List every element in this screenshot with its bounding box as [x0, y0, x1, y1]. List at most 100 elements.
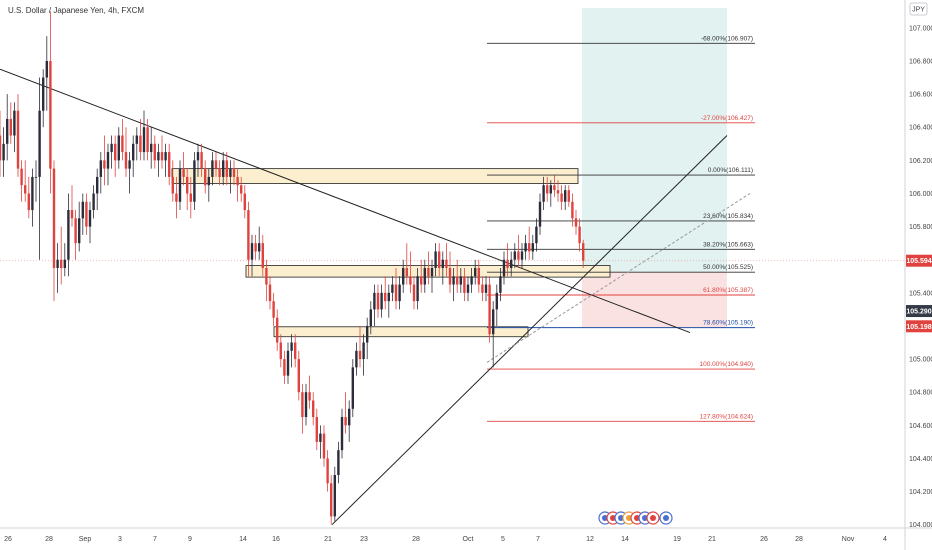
- x-tick-label: 21: [324, 536, 332, 543]
- candle-body: [531, 243, 534, 252]
- candle: [63, 243, 66, 277]
- fibonacci-retracement[interactable]: -68.00%(106.907) -27.00%(106.427) 0.00%(10…: [487, 35, 755, 422]
- trendline[interactable]: [331, 135, 728, 526]
- candle-body: [146, 127, 149, 153]
- candle: [517, 234, 520, 268]
- candle: [582, 239, 585, 268]
- candle: [394, 268, 398, 310]
- candle-body: [31, 176, 34, 211]
- candle-body: [6, 118, 9, 144]
- candle-body: [157, 152, 160, 161]
- price-badge: [906, 254, 932, 267]
- y-tick-label: 105.800: [909, 224, 932, 231]
- candle-body: [218, 168, 221, 177]
- candle-body: [45, 60, 48, 78]
- candle-body: [164, 152, 167, 161]
- stop-zone[interactable]: [582, 272, 727, 328]
- y-tick-label: 105.000: [909, 357, 932, 364]
- candle: [276, 309, 279, 351]
- candle: [524, 234, 527, 260]
- currency-badge[interactable]: JPY: [909, 2, 928, 16]
- candle-body: [193, 160, 196, 202]
- candle: [535, 218, 538, 252]
- candle-body: [506, 259, 509, 268]
- candle-body: [204, 168, 207, 186]
- candle-body: [88, 210, 92, 227]
- candle: [481, 276, 484, 302]
- candle: [459, 268, 462, 293]
- price-badges: 105.594 105.290 105.198: [906, 254, 932, 333]
- candle: [348, 400, 351, 442]
- zone-rectangle[interactable]: [171, 168, 579, 184]
- price-badge: [906, 320, 932, 333]
- fib-level-label: -27.00%(106.427): [701, 115, 753, 122]
- candle-body: [153, 143, 156, 161]
- candle: [398, 276, 401, 310]
- candle: [9, 102, 12, 144]
- candle: [168, 143, 171, 186]
- economic-event-icon[interactable]: [646, 511, 660, 525]
- candle: [16, 94, 20, 177]
- candle-body: [301, 392, 304, 418]
- candle: [384, 276, 387, 310]
- x-tick-label: 5: [501, 536, 505, 543]
- candle-body: [132, 143, 135, 161]
- candle: [420, 259, 423, 293]
- candle-body: [52, 168, 56, 268]
- candle: [427, 251, 430, 285]
- candle-body: [304, 392, 308, 418]
- y-tick-label: 104.600: [909, 423, 932, 430]
- candle-body: [117, 135, 120, 161]
- candle-body: [27, 193, 30, 211]
- candle-body: [438, 251, 441, 268]
- candle: [560, 185, 563, 211]
- economic-event-icon[interactable]: [659, 511, 673, 525]
- candle: [380, 284, 383, 318]
- candle-body: [520, 251, 524, 260]
- candle: [502, 251, 506, 285]
- candle: [60, 226, 63, 285]
- candle-body: [456, 276, 459, 285]
- candle: [528, 226, 531, 260]
- candle-body: [261, 243, 264, 268]
- candle: [445, 243, 448, 277]
- candle: [391, 276, 394, 302]
- target-zone[interactable]: [582, 8, 727, 273]
- candle: [52, 160, 56, 302]
- candle: [96, 168, 99, 211]
- candle-body: [402, 268, 405, 285]
- candle-body: [574, 218, 578, 227]
- candle-body: [517, 251, 520, 260]
- candle: [499, 268, 502, 302]
- candle-body: [348, 408, 351, 426]
- x-tick-label: 14: [239, 536, 247, 543]
- candle: [70, 185, 74, 227]
- candle: [92, 185, 95, 219]
- trendline[interactable]: [486, 193, 751, 363]
- candle-body: [448, 268, 452, 285]
- candle-body: [344, 417, 347, 426]
- candle-body: [571, 201, 574, 219]
- candle-body: [229, 168, 232, 177]
- candle-body: [441, 259, 444, 268]
- candle: [474, 259, 477, 285]
- candle-body: [258, 243, 261, 252]
- candle-body: [326, 458, 329, 484]
- candle-body: [312, 400, 315, 418]
- position-tool[interactable]: [0, 8, 905, 328]
- economic-events[interactable]: [598, 511, 673, 525]
- candle: [85, 193, 88, 235]
- price-badge-label: 105.198: [906, 324, 931, 331]
- candle: [358, 325, 362, 368]
- candle-body: [283, 359, 286, 376]
- trendlines[interactable]: [0, 68, 751, 526]
- y-tick-label: 106.200: [909, 158, 932, 165]
- currency-badge-box[interactable]: [909, 2, 928, 16]
- currency-badge-label: JPY: [912, 7, 925, 14]
- candle: [538, 193, 542, 235]
- candle: [409, 251, 412, 293]
- trendline[interactable]: [0, 68, 691, 334]
- y-tick-label: 106.600: [909, 92, 932, 99]
- candle-body: [340, 417, 344, 451]
